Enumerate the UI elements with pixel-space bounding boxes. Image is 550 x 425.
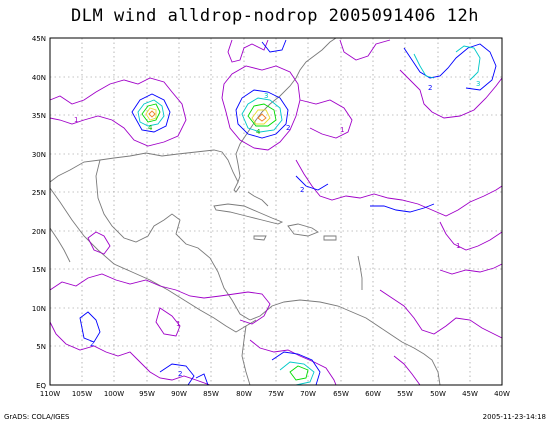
lon-label: 90W: [171, 390, 187, 398]
lat-label: 30N: [32, 151, 46, 159]
contour-labels-cyan: 3 3: [264, 80, 480, 100]
lat-label: 25N: [32, 189, 46, 197]
lon-label: 50W: [430, 390, 446, 398]
contour-label: 1: [176, 320, 180, 328]
lon-label: 60W: [365, 390, 381, 398]
lon-label: 40W: [494, 390, 510, 398]
contours-level-5: [145, 107, 271, 125]
contour-labels-green: 4 4: [148, 124, 261, 136]
footer-timestamp: 2005-11-23-14:18: [482, 413, 546, 421]
lat-label: EQ: [36, 382, 46, 390]
lon-label: 80W: [236, 390, 252, 398]
contours-level-4: [141, 103, 309, 381]
lon-label: 55W: [397, 390, 413, 398]
lat-label: 35N: [32, 112, 46, 120]
map-title: DLM wind alldrop-nodrop 2005091406 12h: [71, 6, 479, 26]
lat-label: 15N: [32, 266, 46, 274]
lon-label: 95W: [139, 390, 155, 398]
contour-label: 3: [264, 92, 268, 100]
contours-level-3: [137, 45, 481, 386]
contour-labels: 2 2 2 2 2: [90, 84, 432, 378]
contour-label: 1: [74, 116, 78, 124]
lat-label: 10N: [32, 305, 46, 313]
lat-label: 45N: [32, 35, 46, 43]
contour-label: 1: [340, 126, 344, 134]
contours-level-1: [49, 39, 503, 386]
contour-label: 3: [476, 80, 480, 88]
contour-label: 2: [428, 84, 432, 92]
coastlines: [49, 37, 441, 386]
map-frame: [49, 37, 503, 386]
lon-label: 65W: [333, 390, 349, 398]
lon-label: 85W: [203, 390, 219, 398]
contour-label: 2: [90, 340, 94, 348]
lon-label: 100W: [104, 390, 124, 398]
lat-label: 20N: [32, 228, 46, 236]
contour-label: 2: [178, 370, 182, 378]
contour-label: 4: [148, 124, 153, 132]
lon-label: 110W: [40, 390, 60, 398]
contour-labels-purple: 1 1 1 1: [74, 116, 460, 328]
lon-label: 105W: [72, 390, 92, 398]
lon-label: 75W: [268, 390, 284, 398]
contours-level-2: [79, 39, 497, 386]
lon-label: 70W: [300, 390, 316, 398]
graticule: [50, 38, 502, 385]
latitude-labels: EQ 5N 10N 15N 20N 25N 30N 35N 40N 45N: [32, 35, 47, 390]
lon-label: 45W: [462, 390, 478, 398]
lat-label: 40N: [32, 74, 46, 82]
contour-label: 1: [456, 242, 460, 250]
footer-credit: GrADS: COLA/IGES: [4, 413, 70, 421]
contour-label: 4: [256, 128, 261, 136]
contour-label: 2: [300, 186, 304, 194]
lat-label: 5N: [36, 343, 46, 351]
contour-label: 2: [286, 124, 290, 132]
longitude-labels: 110W 105W 100W 95W 90W 85W 80W 75W 70W 6…: [40, 390, 510, 398]
contours-level-6: [148, 110, 267, 122]
